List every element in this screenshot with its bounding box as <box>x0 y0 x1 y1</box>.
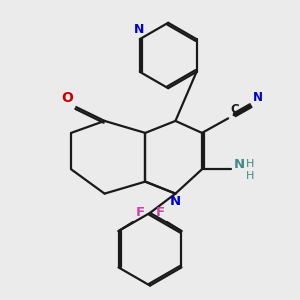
Text: N: N <box>234 158 245 171</box>
Text: C: C <box>231 103 239 116</box>
Text: F: F <box>155 206 164 219</box>
Text: N: N <box>134 23 144 36</box>
Text: F: F <box>136 206 145 219</box>
Text: H: H <box>246 171 254 181</box>
Text: H: H <box>246 159 254 169</box>
Text: N: N <box>170 195 181 208</box>
Text: N: N <box>253 91 262 104</box>
Text: O: O <box>61 91 73 105</box>
